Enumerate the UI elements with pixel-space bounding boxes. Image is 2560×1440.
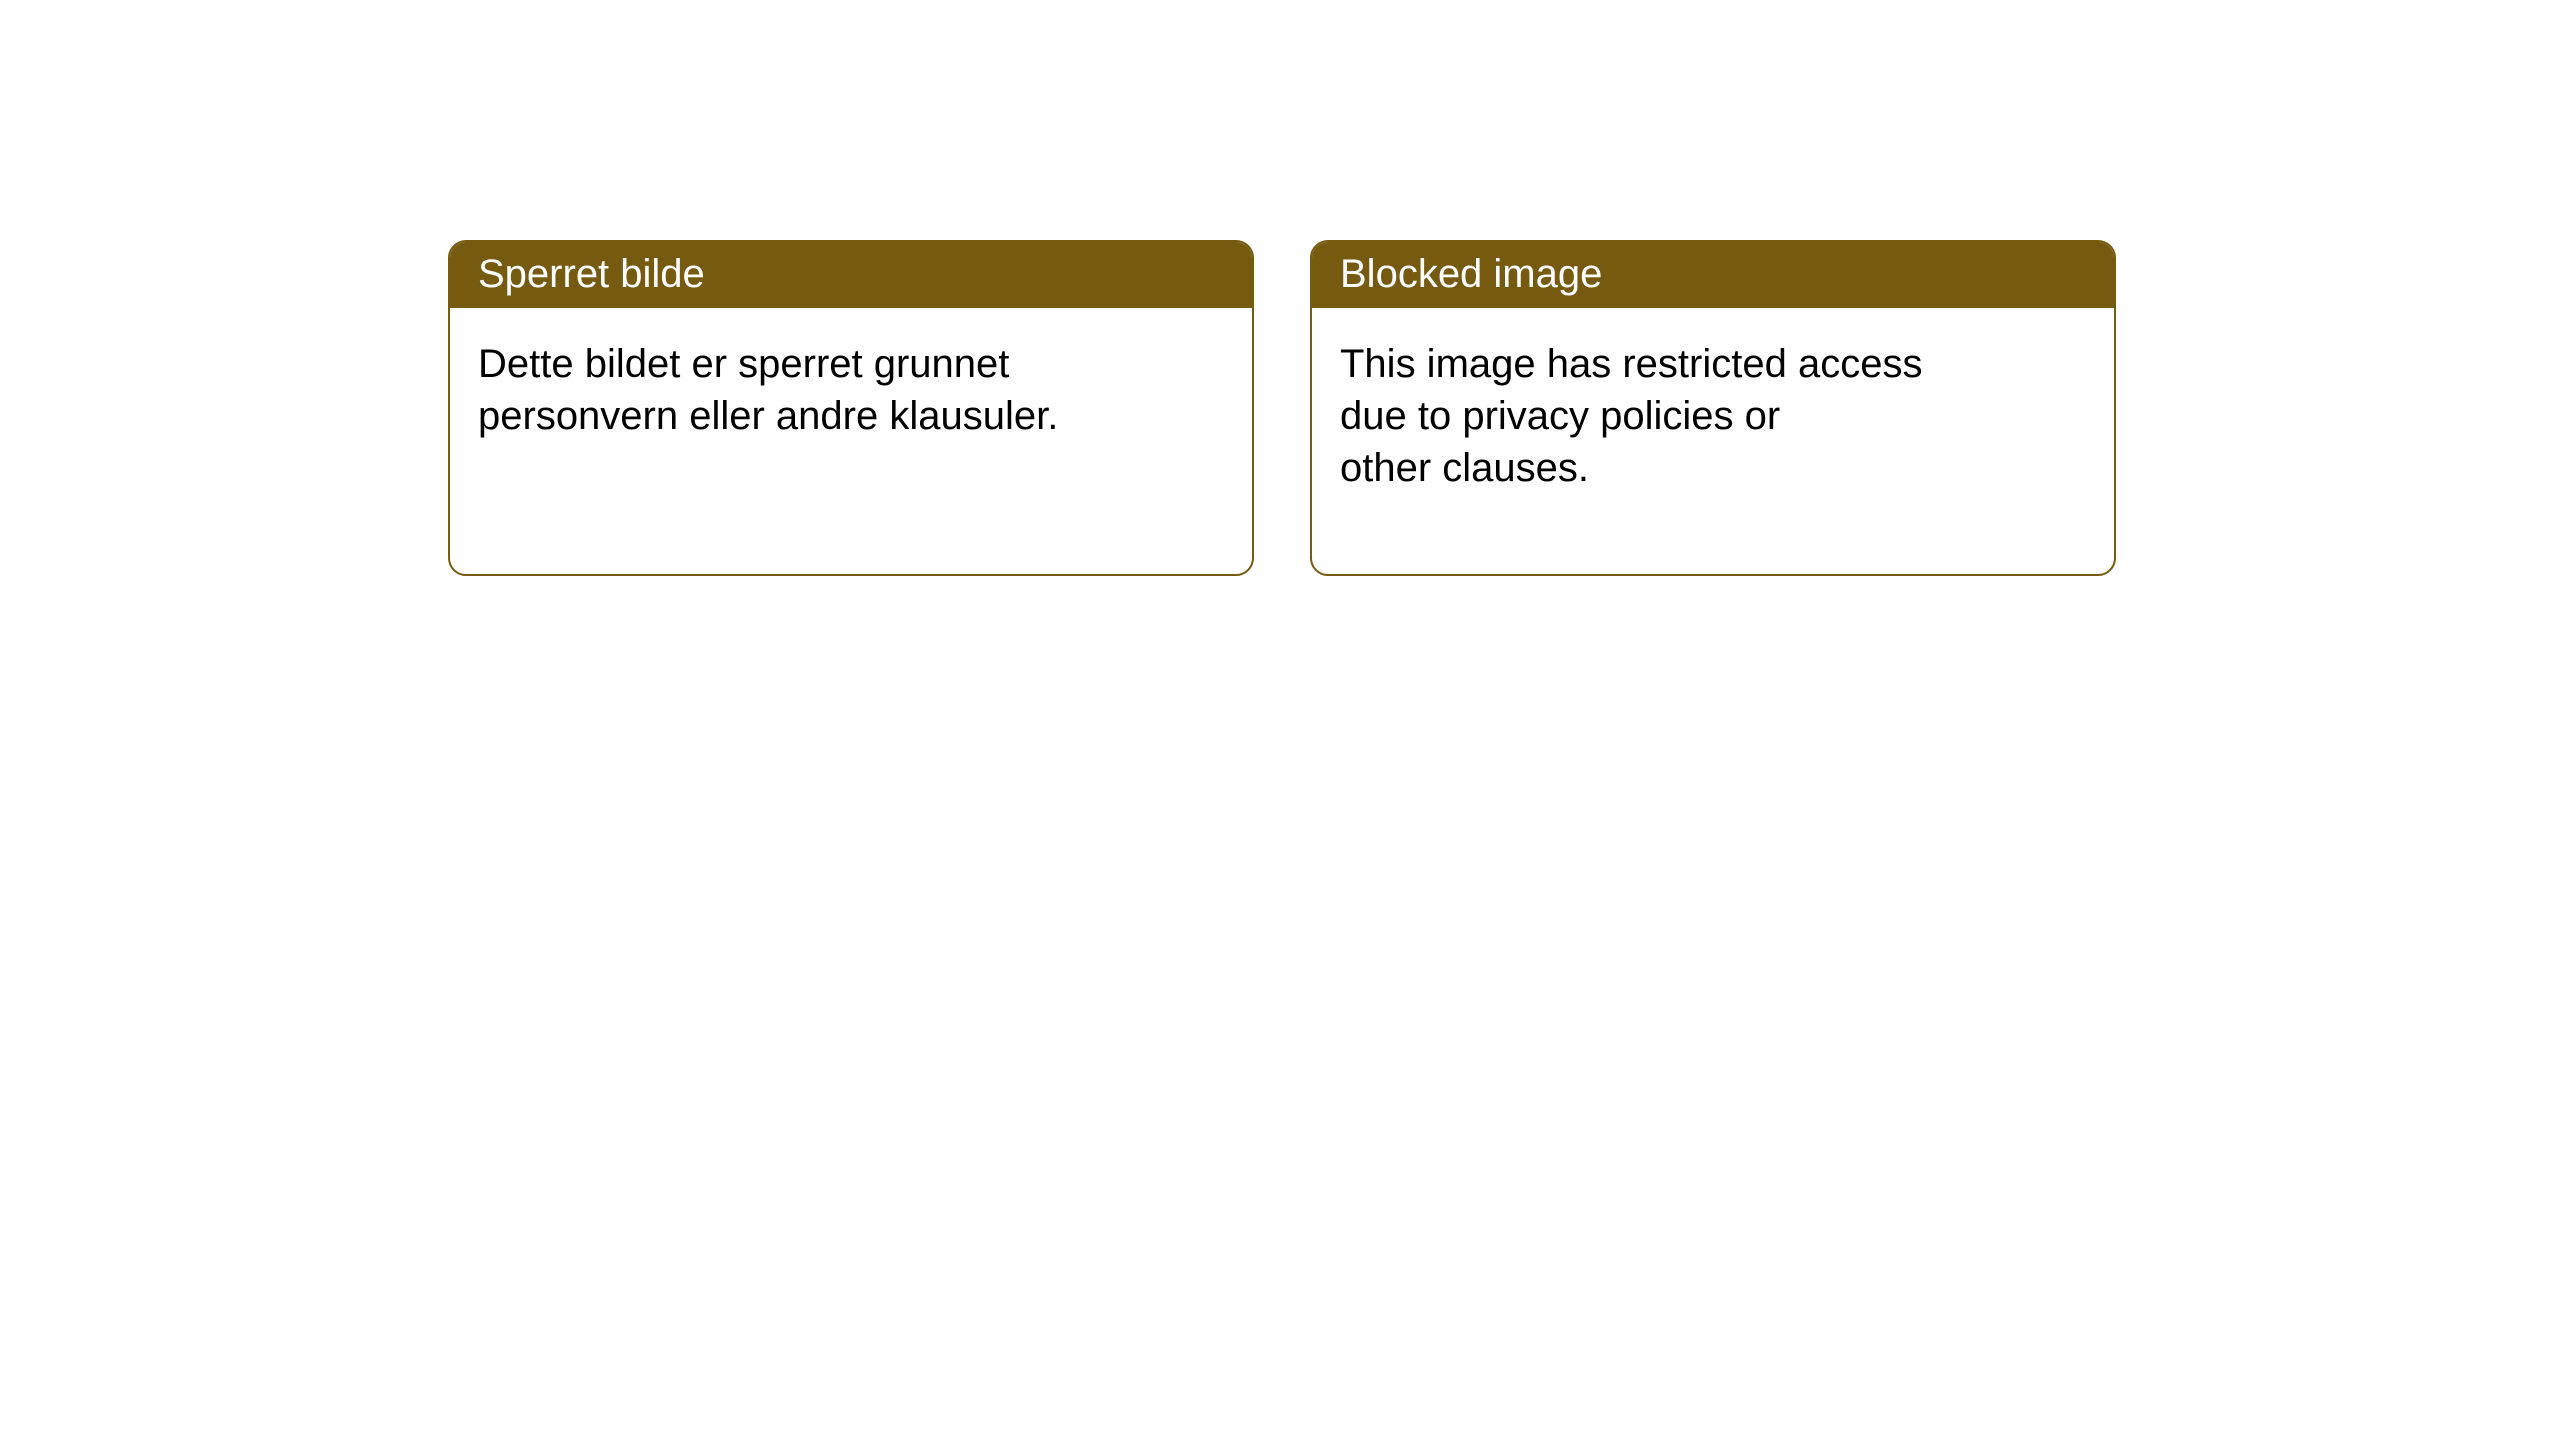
notice-card-norwegian: Sperret bilde Dette bildet er sperret gr… xyxy=(448,240,1254,576)
notice-container: Sperret bilde Dette bildet er sperret gr… xyxy=(0,0,2560,576)
notice-card-english: Blocked image This image has restricted … xyxy=(1310,240,2116,576)
notice-body-english: This image has restricted access due to … xyxy=(1312,308,2114,524)
notice-title-norwegian: Sperret bilde xyxy=(450,242,1252,308)
notice-body-norwegian: Dette bildet er sperret grunnet personve… xyxy=(450,308,1252,472)
notice-title-english: Blocked image xyxy=(1312,242,2114,308)
